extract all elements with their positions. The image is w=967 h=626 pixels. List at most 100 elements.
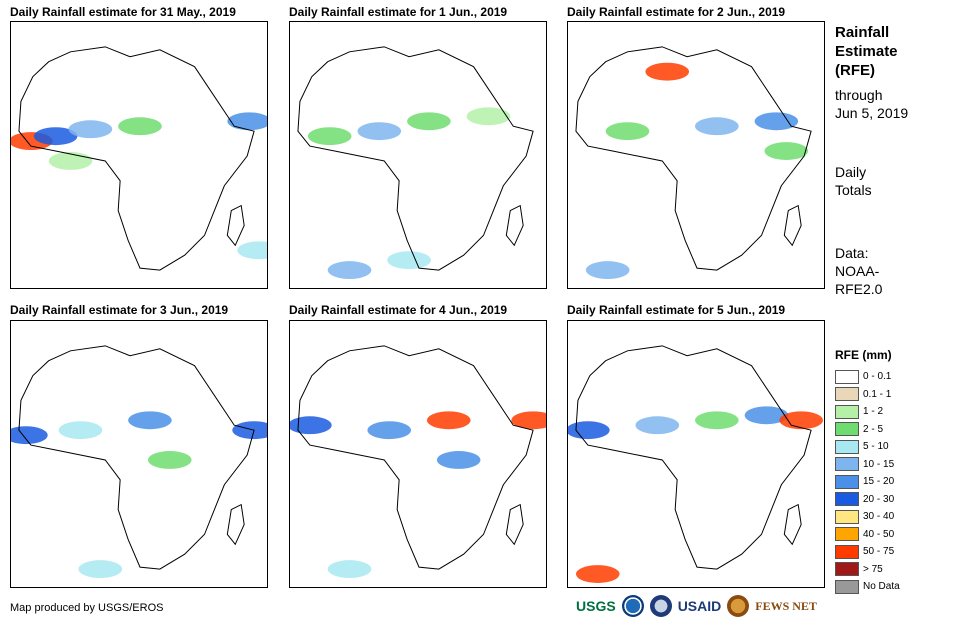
legend-label: 40 - 50 [863,528,895,540]
country-border [783,204,802,247]
legend-item: 0 - 0.1 [835,368,900,386]
legend-item: 5 - 10 [835,438,900,456]
legend-label: 1 - 2 [863,406,884,418]
rainfall-area [118,117,162,136]
rainfall-area [290,416,332,435]
side-title: Rainfall Estimate (RFE) [835,24,898,79]
rainfall-area [744,406,789,425]
country-border [783,503,802,546]
rainfall-area [327,560,372,579]
fews-globe-icon [727,595,750,617]
legend-swatch [835,369,859,384]
rainfall-area [357,122,402,141]
legend-swatch [835,544,859,559]
legend-swatch [835,439,859,454]
rainfall-area [232,421,267,440]
legend-label: 2 - 5 [863,423,884,435]
country-border [505,503,524,546]
rainfall-area [779,411,824,430]
country-border [575,46,812,271]
rainfall-area [227,112,267,131]
legend: 0 - 0.1 0.1 - 1 1 - 2 2 - 5 5 - 10 10 - 15 15 … [835,368,900,596]
rainfall-area [511,411,546,430]
panel-title-3: Daily Rainfall estimate for 2 Jun., 2019 [567,5,786,19]
rainfall-area [426,411,471,430]
rainfall-area [48,152,93,170]
rainfall-map-5 [289,320,547,588]
through-text: through Jun 5, 2019 [835,87,909,121]
legend-item: 1 - 2 [835,403,900,421]
rainfall-area [68,120,113,139]
rainfall-area [33,127,78,146]
country-border [226,204,245,247]
country-border [505,204,524,247]
legend-item: 20 - 30 [835,491,900,509]
legend-item: 30 - 40 [835,508,900,526]
rainfall-area [605,122,650,141]
country-border [18,345,255,570]
legend-swatch [835,404,859,419]
legend-label: > 75 [863,563,883,575]
legend-item: > 75 [835,561,900,579]
legend-swatch [835,509,859,524]
usaid-seal-icon [649,595,672,617]
legend-item: 10 - 15 [835,456,900,474]
legend-item: 40 - 50 [835,526,900,544]
rainfall-map-6 [567,320,825,588]
legend-swatch [835,562,859,577]
legend-title: RFE (mm) [835,348,892,362]
country-border [226,503,245,546]
africa-map-svg [297,46,534,280]
legend-label: 30 - 40 [863,511,895,523]
noaa-logo-icon [621,595,644,617]
rainfall-area [436,451,481,469]
legend-swatch [835,387,859,402]
daily-totals-text: Daily Totals [835,164,872,198]
legend-swatch [835,422,859,437]
legend-item: 15 - 20 [835,473,900,491]
legend-label: 0.1 - 1 [863,388,892,400]
legend-swatch [835,474,859,489]
country-border [297,345,534,570]
country-border [297,46,534,271]
legend-swatch [835,527,859,542]
rainfall-area [387,251,431,270]
africa-map-svg [11,345,267,579]
rainfall-map-3 [567,21,825,289]
rainfall-area [645,62,690,81]
legend-label: 10 - 15 [863,458,895,470]
rainfall-area [307,127,352,146]
africa-map-svg [575,46,812,280]
africa-map-svg [11,46,267,271]
usgs-logo: USGS [576,598,616,614]
rainfall-area [58,421,103,440]
rainfall-area [568,421,610,440]
panel-title-4: Daily Rainfall estimate for 3 Jun., 2019 [10,303,229,317]
rainfall-area [585,261,630,280]
rainfall-area [407,112,451,131]
rainfall-area [695,411,739,430]
rainfall-area [147,451,192,469]
credit-text: Map produced by USGS/EROS [10,602,164,614]
legend-item: 0.1 - 1 [835,386,900,404]
legend-label: 0 - 0.1 [863,371,892,383]
logo-strip: USGS USAID FEWS NET [576,595,817,617]
legend-swatch [835,579,859,594]
africa-map-svg [568,345,824,583]
panel-title-1: Daily Rainfall estimate for 31 May., 201… [10,5,236,19]
rainfall-area [128,411,172,430]
rainfall-area [575,565,620,583]
rainfall-area [11,426,48,445]
fews-net-logo: FEWS NET [755,598,817,613]
rainfall-area [327,261,372,280]
rainfall-map-1 [10,21,268,289]
rainfall-area [764,142,809,160]
legend-label: 50 - 75 [863,546,895,558]
rainfall-area [78,560,123,579]
panel-title-2: Daily Rainfall estimate for 1 Jun., 2019 [289,5,508,19]
country-border [18,46,255,271]
legend-label: 20 - 30 [863,493,895,505]
legend-item: No Data [835,578,900,596]
rainfall-area [237,241,267,260]
rainfall-map-4 [10,320,268,588]
